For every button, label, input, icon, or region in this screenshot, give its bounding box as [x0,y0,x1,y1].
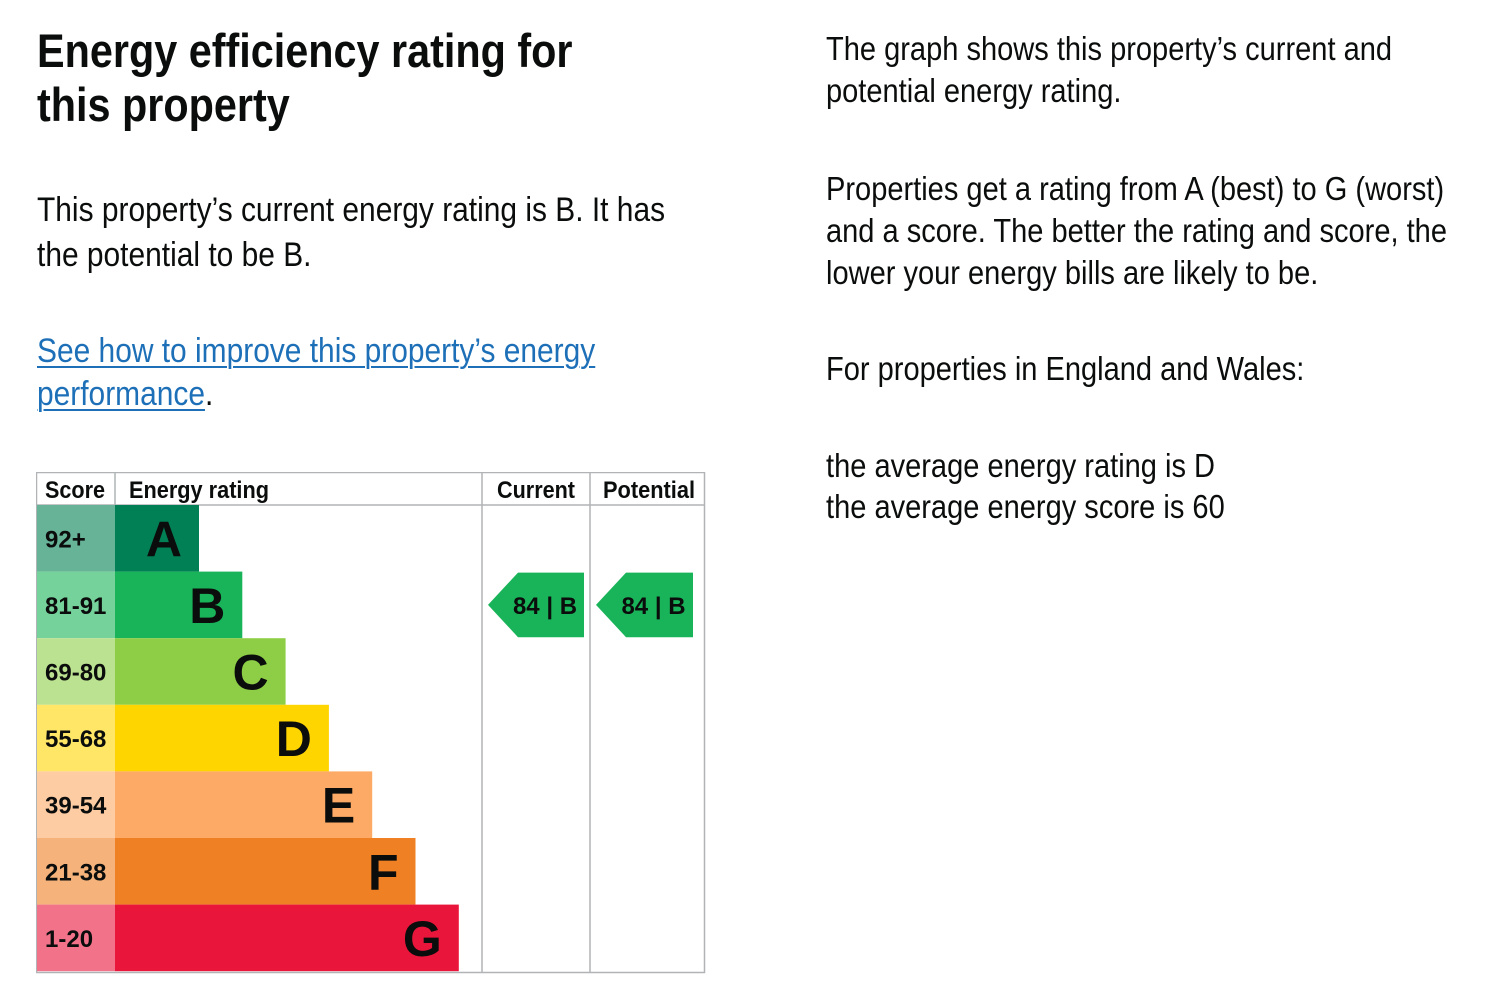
score-range-g: 1-20 [45,926,93,953]
score-range-f: 21-38 [45,859,106,886]
score-cell-b [37,571,115,639]
region-heading: For properties in England and Wales: [826,350,1305,387]
rating-bar-d [115,704,329,772]
rating-letter-c: C [232,645,268,701]
column-header-energy-rating: Energy rating [129,477,269,504]
rating-letter-b: B [189,578,225,634]
page-title: Energy efficiency rating for this proper… [37,24,573,131]
score-range-b: 81-91 [45,593,106,620]
score-cell-e [37,771,115,838]
score-cell-f [37,838,115,905]
improve-performance-link[interactable]: See how to improve this property’s energ… [37,332,596,413]
rating-letter-a: A [146,511,182,567]
current-rating-arrow [488,572,584,638]
current-rating-label: 84 | B [513,593,577,620]
potential-rating-arrow [596,572,693,638]
score-cell-g [37,904,115,972]
column-header-score: Score [45,477,105,504]
score-cell-c [37,638,115,705]
rating-bar-f [115,838,416,905]
score-range-d: 55-68 [45,726,106,753]
score-cell-d [37,704,115,772]
current-rating-summary: This property’s current energy rating is… [37,191,666,274]
rating-bar-c [115,638,286,705]
rating-letter-e: E [322,778,355,834]
rating-letter-f: F [368,844,399,900]
column-header-current: Current [497,477,575,504]
potential-rating-label: 84 | B [621,593,685,620]
energy-rating-chart: Score Energy rating Current Potential 92+ A 81… [36,472,706,974]
average-score: the average energy score is 60 [826,488,1225,525]
rating-letter-g: G [403,911,442,967]
score-cell-a [37,505,115,572]
improve-link-suffix: . [204,375,214,413]
graph-description: The graph shows this property’s current … [826,30,1393,109]
left-column: Energy efficiency rating for this proper… [37,24,737,413]
rating-bar-a [115,505,199,572]
rating-letter-d: D [276,711,312,767]
score-range-e: 39-54 [45,793,107,820]
rating-bar-g [115,904,459,972]
score-range-a: 92+ [45,526,86,553]
rating-bar-e [115,771,373,838]
column-header-potential: Potential [603,477,695,504]
improve-paragraph: See how to improve this property’s energ… [37,330,706,416]
rating-description: Properties get a rating from A (best) to… [826,170,1447,291]
score-range-c: 69-80 [45,660,106,687]
rating-bar-b [115,571,243,639]
average-stats: the average energy rating is D the avera… [826,445,1495,527]
average-rating: the average energy rating is D [826,447,1216,484]
